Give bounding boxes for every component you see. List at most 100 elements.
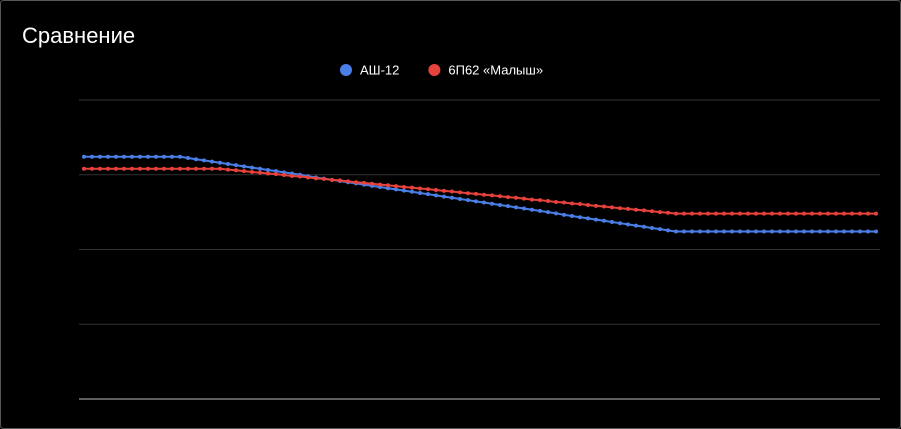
point (810, 211, 814, 216)
point (418, 190, 422, 195)
point (570, 214, 574, 219)
point (362, 180, 366, 185)
point (522, 196, 526, 201)
series-line (84, 167, 876, 215)
point (442, 194, 446, 199)
point (786, 229, 790, 234)
point (490, 201, 494, 206)
point (98, 166, 102, 171)
point (450, 189, 454, 194)
point (378, 182, 382, 187)
point (546, 210, 550, 215)
point (794, 211, 798, 216)
point (394, 184, 398, 189)
point (658, 210, 662, 215)
point (90, 166, 94, 171)
point (514, 205, 518, 210)
point (266, 167, 270, 172)
point (522, 206, 526, 211)
series-line (84, 155, 876, 233)
point (202, 158, 206, 163)
point (738, 211, 742, 216)
point (106, 166, 110, 171)
point (682, 229, 686, 234)
point (618, 206, 622, 211)
point (674, 229, 678, 234)
point (610, 205, 614, 210)
point (642, 224, 646, 229)
point (266, 171, 270, 176)
point (170, 166, 174, 171)
point (818, 211, 822, 216)
point (530, 197, 534, 202)
point (162, 154, 166, 159)
point (546, 199, 550, 204)
point (506, 204, 510, 209)
point (626, 206, 630, 211)
point (130, 154, 134, 159)
point (698, 229, 702, 234)
point (146, 154, 150, 159)
point (346, 179, 350, 184)
point (858, 211, 862, 216)
legend-marker (428, 64, 441, 76)
point (82, 154, 86, 159)
point (234, 163, 238, 168)
point (770, 229, 774, 234)
point (634, 223, 638, 228)
point (450, 195, 454, 200)
point (282, 173, 286, 178)
point (210, 159, 214, 164)
point (226, 167, 230, 172)
point (138, 154, 142, 159)
point (146, 166, 150, 171)
point (834, 211, 838, 216)
point (194, 157, 198, 162)
point (794, 229, 798, 234)
point (682, 211, 686, 216)
point (170, 154, 174, 159)
point (538, 198, 542, 203)
point (714, 229, 718, 234)
point (218, 166, 222, 171)
point (178, 154, 182, 159)
point (434, 187, 438, 192)
point (858, 229, 862, 234)
point (594, 203, 598, 208)
point (458, 190, 462, 195)
point (802, 211, 806, 216)
point (402, 185, 406, 190)
point (354, 180, 358, 185)
point (98, 154, 102, 159)
point (186, 156, 190, 161)
point (746, 229, 750, 234)
point (130, 166, 134, 171)
point (730, 211, 734, 216)
point (410, 185, 414, 190)
point (874, 229, 878, 234)
point (114, 154, 118, 159)
point (834, 229, 838, 234)
point (466, 191, 470, 196)
point (178, 166, 182, 171)
point (402, 188, 406, 193)
point (594, 217, 598, 222)
point (274, 172, 278, 177)
point (698, 211, 702, 216)
point (690, 229, 694, 234)
point (578, 215, 582, 220)
point (322, 176, 326, 181)
point (250, 170, 254, 175)
point (90, 154, 94, 159)
point (738, 229, 742, 234)
point (602, 204, 606, 209)
point (474, 199, 478, 204)
point (114, 166, 118, 171)
point (602, 218, 606, 223)
point (722, 211, 726, 216)
point (426, 187, 430, 192)
point (570, 201, 574, 206)
point (586, 216, 590, 221)
point (778, 229, 782, 234)
